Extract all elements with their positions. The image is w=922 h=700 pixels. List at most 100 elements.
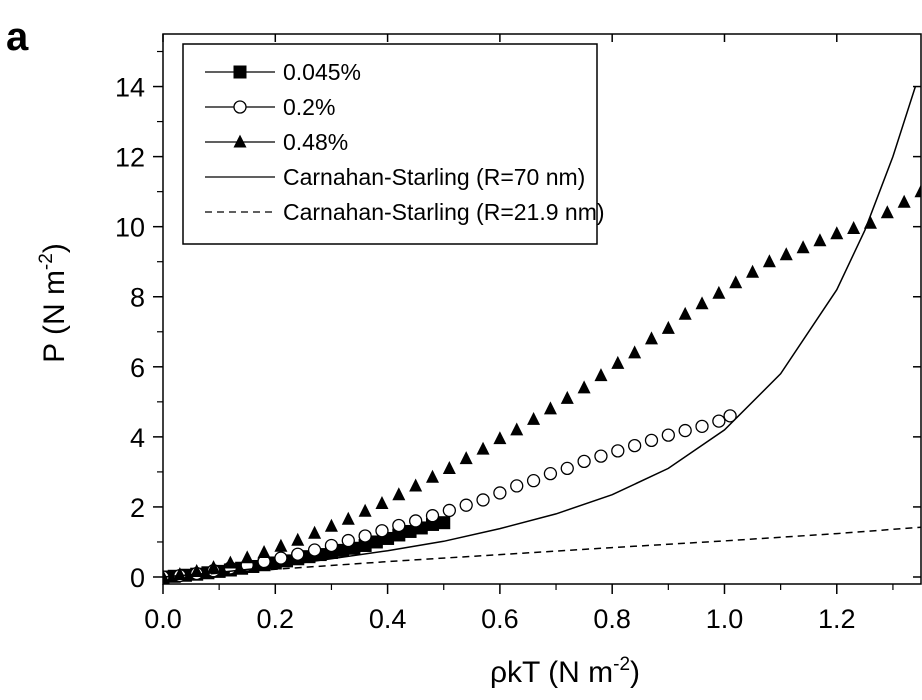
data-point: [644, 331, 658, 345]
data-point: [403, 524, 417, 538]
data-point: [729, 275, 743, 289]
data-point: [274, 551, 288, 565]
series-line-3: [163, 86, 917, 578]
series-1: [163, 409, 737, 584]
data-point: [746, 264, 760, 278]
y-axis-label-sup: -2: [36, 253, 57, 270]
data-point: [392, 518, 406, 533]
legend-box: [182, 43, 598, 245]
data-point: [437, 516, 451, 530]
data-point: [526, 474, 541, 488]
data-point: [560, 390, 574, 404]
legend-label: Carnahan-Starling (R=21.9 nm): [283, 199, 605, 225]
series-3: [163, 86, 917, 578]
data-point: [307, 543, 322, 557]
data-point: [543, 401, 557, 415]
data-point: [627, 438, 642, 453]
y-tick-label: 12: [115, 143, 145, 173]
y-tick-label: 14: [115, 73, 145, 103]
data-point: [459, 498, 473, 512]
legend-marker: [233, 65, 247, 79]
data-point: [712, 414, 726, 428]
data-point: [426, 469, 440, 483]
series-2: [163, 184, 921, 583]
data-point: [324, 518, 338, 532]
data-point: [375, 496, 389, 509]
legend-label: Carnahan-Starling (R=70 nm): [283, 164, 585, 190]
y-tick-label: 2: [130, 493, 145, 523]
data-point: [274, 538, 288, 552]
data-point: [577, 380, 591, 394]
data-point: [476, 441, 490, 455]
data-point: [369, 535, 383, 549]
y-tick-label: 8: [130, 283, 145, 313]
series-line-4: [163, 526, 921, 578]
x-tick-label: 0.4: [369, 604, 407, 634]
data-point: [409, 514, 423, 528]
data-point: [611, 355, 625, 369]
data-point: [695, 419, 709, 434]
data-point: [560, 461, 574, 476]
data-point: [341, 533, 355, 548]
data-point: [257, 545, 271, 559]
x-axis-label: ρkT (N m-2): [490, 654, 640, 689]
legend-entry-4: Carnahan-Starling (R=21.9 nm): [205, 199, 605, 225]
data-point: [712, 285, 726, 299]
x-tick-label: 0.2: [257, 604, 295, 634]
x-axis-label-base: ρkT (N m: [490, 656, 613, 689]
data-point: [594, 368, 608, 382]
y-tick-label: 6: [130, 353, 145, 383]
data-point: [830, 226, 844, 240]
data-point: [897, 194, 911, 208]
panel-label: a: [6, 15, 29, 59]
y-tick-label: 4: [130, 423, 145, 453]
legend: 0.045% 0.2% 0.48% Carnahan-Starling (R=70 n…: [182, 43, 605, 245]
x-axis-label-sup: -2: [613, 654, 630, 675]
data-point: [291, 532, 305, 546]
data-point: [510, 479, 524, 493]
data-point: [527, 411, 541, 425]
data-point: [341, 511, 355, 525]
plot-area: [163, 86, 921, 584]
legend-entry-0: 0.045%: [205, 59, 361, 85]
data-point: [762, 254, 776, 268]
data-point: [207, 560, 221, 574]
data-point: [510, 422, 524, 436]
data-point: [291, 547, 305, 561]
x-tick-label: 0.6: [481, 604, 519, 634]
legend-entry-3: Carnahan-Starling (R=70 nm): [205, 164, 585, 190]
data-point: [695, 296, 709, 310]
data-point: [392, 487, 406, 501]
data-point: [644, 433, 659, 448]
data-point: [661, 428, 675, 442]
data-point: [442, 460, 456, 474]
legend-marker: [233, 100, 247, 114]
data-point: [173, 567, 187, 581]
data-point: [240, 550, 254, 564]
data-point: [661, 320, 675, 334]
data-point: [223, 555, 237, 569]
data-point: [358, 529, 372, 543]
y-axis-label-tail: ): [38, 243, 71, 253]
data-point: [847, 221, 861, 234]
series-4: [163, 526, 921, 578]
data-point: [476, 493, 490, 507]
x-axis-label-tail: ): [630, 656, 640, 689]
data-point: [308, 525, 322, 539]
plot-inner: [163, 86, 921, 584]
data-point: [594, 449, 608, 463]
legend-label: 0.2%: [283, 94, 335, 120]
data-point: [392, 528, 406, 542]
x-tick-label: 1.0: [706, 604, 744, 634]
data-point: [493, 486, 507, 500]
axes: 0.0 0.2 0.4 0.6 0.8 1.0 1.2 0 2 4 6 8 10 12 14: [115, 33, 922, 634]
legend-entry-1: 0.2%: [205, 94, 335, 120]
data-point: [796, 240, 810, 254]
data-point: [425, 509, 440, 523]
x-tick-label: 0.8: [593, 604, 631, 634]
data-point: [324, 538, 339, 553]
data-point: [914, 184, 921, 198]
data-point: [358, 503, 372, 517]
legend-entry-2: 0.48%: [205, 129, 348, 155]
